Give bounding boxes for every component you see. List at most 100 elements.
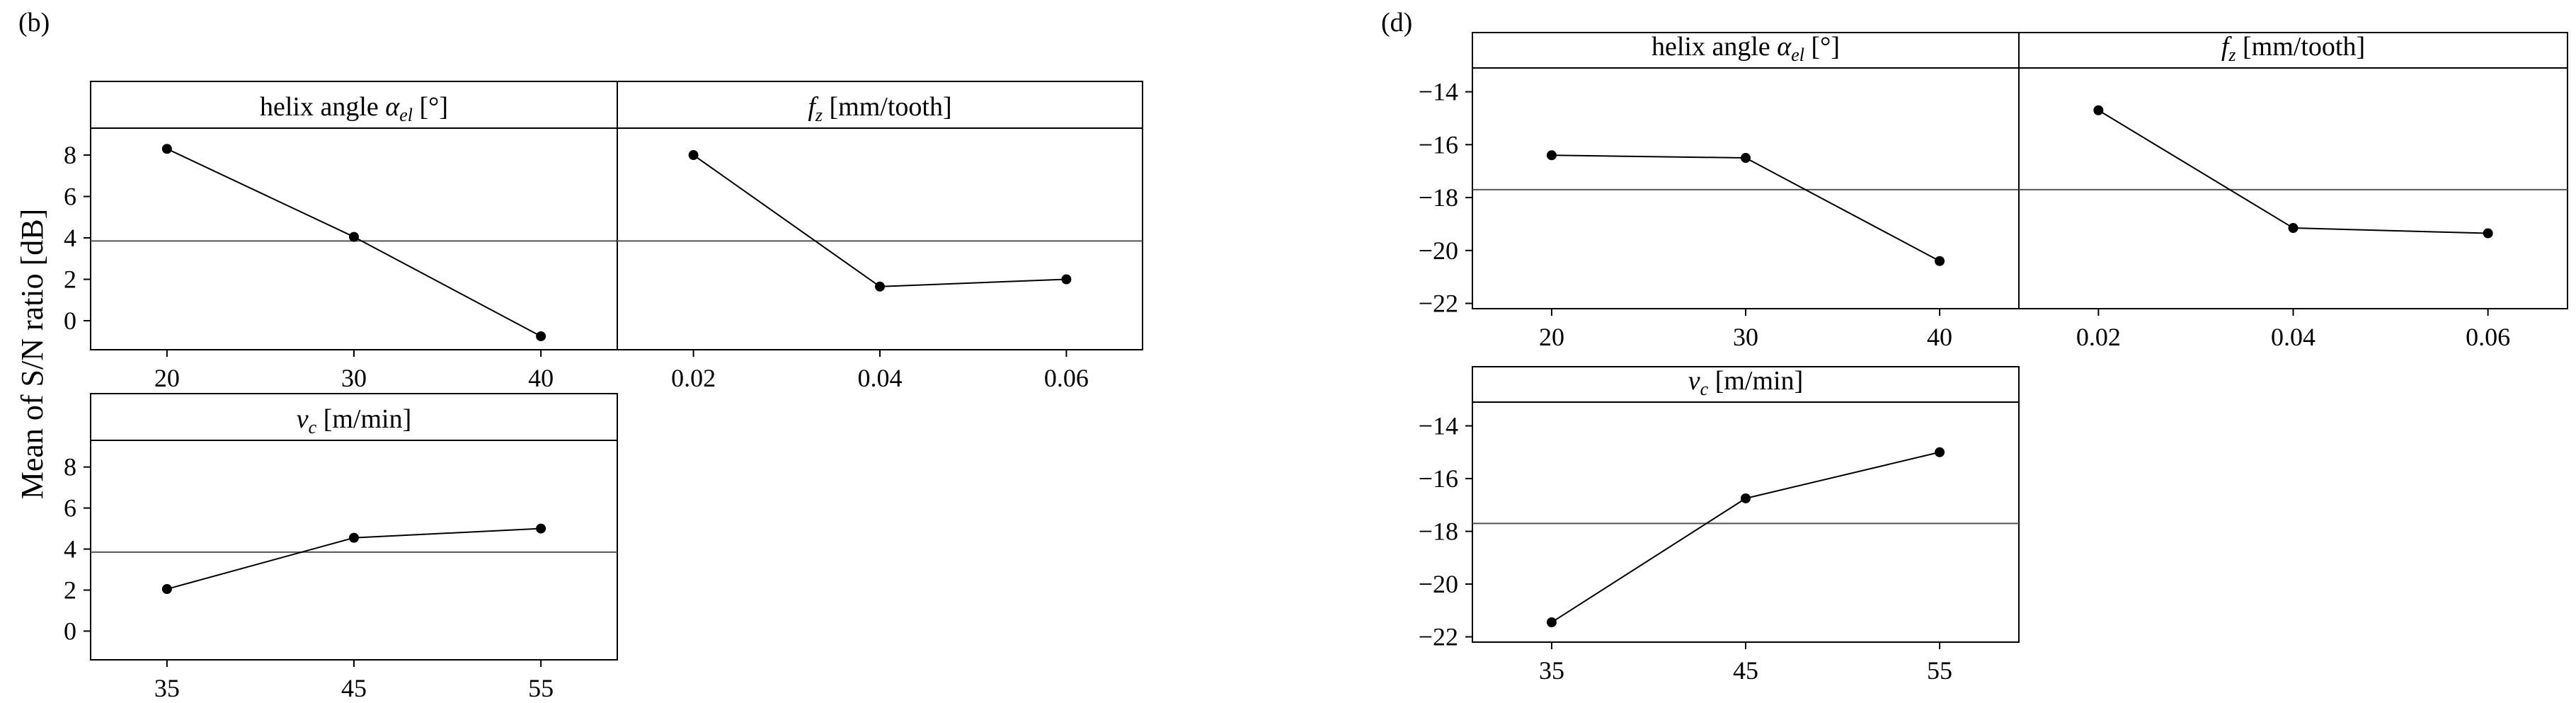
y-tick-label: 0 (64, 617, 76, 645)
panel-title-subscript: z (815, 105, 823, 125)
x-tick-label: 0.02 (671, 364, 716, 392)
y-tick-label: 0 (64, 307, 76, 335)
y-tick-label: 2 (64, 265, 76, 294)
series-line (1551, 451, 1940, 623)
data-point (536, 331, 546, 341)
panel-0: helix angle αel [°] 0 2 4 6 8 20 30 40 (64, 81, 618, 392)
y-tick-label: 4 (64, 535, 76, 564)
panel-1: fz [mm/tooth] 0.02 0.04 0.06 (2018, 32, 2568, 351)
figure-label: (d) (1381, 8, 1412, 38)
panel-title-unit: [°] (1804, 32, 1840, 62)
series-line (693, 154, 1067, 287)
data-point (1741, 153, 1751, 164)
panel-title-unit: [mm/tooth] (823, 92, 952, 122)
data-point (2093, 105, 2104, 115)
panel-title-symbol: v (1688, 366, 1700, 396)
x-tick-label: 20 (154, 364, 180, 392)
series-line (1551, 154, 1940, 262)
panel-title: fz [mm/tooth] (808, 92, 951, 125)
panel-frame (1472, 366, 2020, 643)
x-tick-label: 20 (1539, 323, 1564, 351)
x-tick-label: 45 (341, 674, 367, 702)
y-tick-label: −14 (1419, 78, 1458, 106)
panel-frame (1472, 32, 2020, 309)
x-tick-label: 35 (154, 674, 180, 702)
data-point (1935, 447, 1945, 457)
y-tick-label: −16 (1419, 130, 1458, 159)
y-tick-label: −18 (1419, 518, 1458, 546)
x-tick-label: 0.02 (2076, 323, 2121, 351)
panel-title: vc [m/min] (1688, 366, 1803, 399)
y-axis-label: Mean of S/N ratio [dB] (15, 209, 50, 500)
y-tick-label: −18 (1419, 183, 1458, 212)
panel-title-symbol: v (297, 404, 309, 434)
panel-2: vc [m/min] 0 2 4 6 8 35 45 55 (64, 393, 618, 702)
panel-title-subscript: z (2228, 45, 2236, 65)
panel-frame (2018, 32, 2568, 309)
data-point (875, 281, 885, 292)
x-tick-label: 30 (341, 364, 367, 392)
y-tick-label: −16 (1419, 464, 1458, 493)
series-line (166, 148, 542, 337)
x-tick-label: 0.06 (2466, 323, 2510, 351)
panel-title-text: helix angle (1651, 32, 1777, 62)
y-tick-label: −14 (1419, 412, 1458, 440)
chart-d: (d) helix angle αel [°] −22 −20 −18 −16 −14 20 3… (1381, 8, 2568, 685)
data-point (1741, 493, 1751, 503)
data-point (1546, 150, 1557, 161)
panel-1: fz [mm/tooth] 0.02 0.04 0.06 (617, 81, 1143, 392)
data-point (1546, 617, 1557, 628)
data-point (161, 144, 172, 154)
data-point (2288, 223, 2299, 234)
x-tick-label: 45 (1733, 656, 1758, 685)
panel-title-unit: [m/min] (316, 404, 411, 434)
panel-title-symbol: α (1777, 32, 1792, 62)
panel-title-unit: [°] (413, 92, 448, 122)
panel-title-subscript: c (1700, 379, 1709, 399)
x-tick-label: 0.04 (2271, 323, 2315, 351)
x-tick-label: 40 (528, 364, 554, 392)
panel-title-subscript: el (399, 105, 413, 125)
panel-title-text: helix angle (260, 92, 385, 122)
y-tick-label: 8 (64, 141, 76, 169)
x-tick-label: 55 (528, 674, 554, 702)
panel-title-unit: [mm/tooth] (2236, 32, 2366, 62)
y-tick-label: −20 (1419, 570, 1458, 598)
x-tick-label: 0.04 (858, 364, 903, 392)
x-tick-label: 40 (1927, 323, 1952, 351)
panel-title-subscript: c (309, 417, 317, 438)
data-point (536, 523, 546, 534)
y-tick-label: −20 (1419, 236, 1458, 265)
data-point (349, 532, 359, 543)
y-tick-label: 8 (64, 453, 76, 481)
panel-title: helix angle αel [°] (260, 92, 448, 125)
panel-2: vc [m/min] −22 −20 −18 −16 −14 35 45 55 (1419, 366, 2020, 685)
x-tick-label: 30 (1733, 323, 1758, 351)
panel-title: helix angle αel [°] (1651, 32, 1840, 65)
x-tick-label: 55 (1927, 656, 1952, 685)
x-tick-label: 0.06 (1044, 364, 1089, 392)
panel-title-symbol: α (385, 92, 400, 122)
y-tick-label: 6 (64, 494, 76, 522)
data-point (688, 150, 699, 161)
data-point (1935, 256, 1945, 266)
y-tick-label: 6 (64, 183, 76, 211)
y-tick-label: 4 (64, 224, 76, 252)
y-tick-label: 2 (64, 576, 76, 604)
data-point (2483, 228, 2493, 239)
data-point (1061, 274, 1072, 285)
panel-0: helix angle αel [°] −22 −20 −18 −16 −14 20 30 40 (1419, 32, 2020, 351)
panel-title: fz [mm/tooth] (2221, 32, 2365, 65)
data-point (349, 232, 359, 242)
figure-label: (b) (18, 8, 50, 38)
y-tick-label: −22 (1419, 623, 1458, 651)
data-point (161, 584, 172, 595)
x-tick-label: 35 (1539, 656, 1564, 685)
series-line (2097, 109, 2488, 234)
panel-title-subscript: el (1791, 45, 1804, 65)
y-tick-label: −22 (1419, 290, 1458, 318)
chart-b: (b) Mean of S/N ratio [dB] helix angle αel… (15, 8, 1143, 702)
panel-title: vc [m/min] (297, 404, 411, 438)
panel-title-unit: [m/min] (1708, 366, 1803, 396)
